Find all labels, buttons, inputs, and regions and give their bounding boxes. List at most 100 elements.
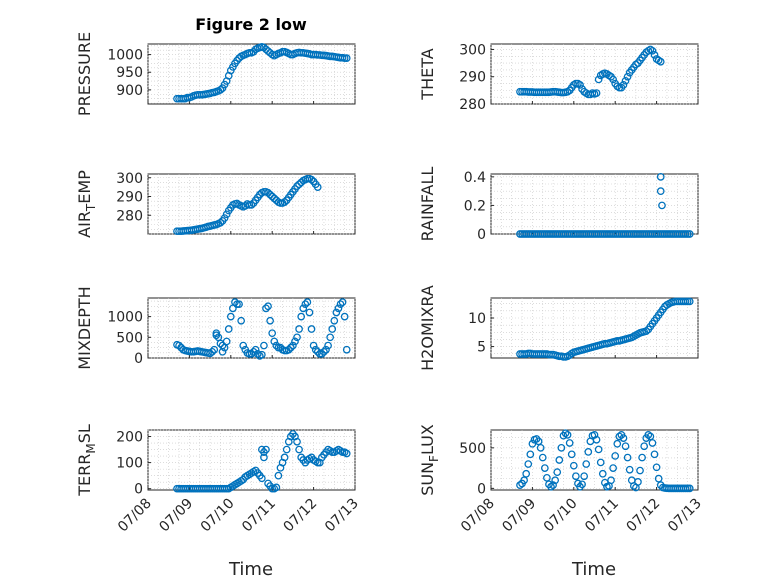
data-point (330, 316, 339, 325)
data-point (611, 452, 620, 460)
data-point (528, 439, 537, 448)
y-tick-label: 0 (477, 481, 486, 497)
data-point (549, 481, 557, 489)
data-point (247, 201, 256, 209)
y-tick-label: 0 (134, 351, 143, 367)
data-point (623, 453, 632, 462)
data-point (222, 337, 231, 346)
x-axis-label-right: Time (571, 559, 616, 580)
grid (147, 429, 356, 490)
data-point (270, 337, 279, 346)
data-point (553, 468, 562, 477)
data-point (332, 308, 341, 317)
data-point (584, 448, 593, 456)
x-tick-label: 07/12 (624, 496, 664, 536)
data-point (280, 453, 289, 462)
data-point (534, 437, 543, 446)
grid (490, 174, 699, 235)
data-point (578, 480, 586, 489)
data-point (272, 341, 281, 350)
x-tick-label: 07/08 (458, 496, 498, 536)
data-point (536, 443, 545, 452)
panel-air: 280 290 300 AIRTEMP (75, 170, 356, 238)
data-point (656, 187, 665, 195)
data-point (268, 192, 277, 201)
data-point (268, 329, 277, 338)
data-point (640, 442, 649, 451)
y-axis-label-subscript: M (84, 443, 98, 453)
data-point (598, 469, 607, 478)
data-point (342, 54, 351, 62)
data-point (262, 304, 270, 313)
y-axis-label-suffix: LUX (418, 424, 437, 455)
data-point (260, 341, 268, 350)
y-tick-label: 900 (116, 83, 143, 99)
data-point (218, 347, 227, 356)
panel-sun: 0 500 07/08 07/09 07/10 07/11 07/12 07/13 SUNFLU… (418, 424, 705, 535)
data-point (652, 463, 661, 472)
y-axis-label: H2OMIXRA (418, 285, 437, 371)
data-point (654, 474, 663, 483)
x-axis-label-left: Time (228, 559, 273, 580)
grid (147, 298, 356, 359)
data-point (295, 325, 303, 333)
data-point (572, 472, 580, 481)
data-point (615, 432, 624, 441)
data-point (576, 81, 584, 89)
data-point (594, 75, 603, 84)
data-point (658, 201, 666, 210)
data-point (249, 347, 258, 356)
data-point (299, 304, 308, 313)
data-point (293, 437, 301, 446)
data-point (592, 435, 601, 444)
data-point (650, 450, 659, 459)
data-point (646, 432, 655, 441)
data-point (257, 474, 266, 483)
y-tick-label: 280 (116, 208, 143, 224)
x-tick-label: 07/13 (665, 496, 705, 536)
y-axis-label: AIRTEMP (75, 170, 98, 238)
y-axis-label: RAINFALL (418, 167, 437, 242)
series-points (516, 45, 665, 99)
y-axis-label-suffix: SL (75, 424, 94, 443)
grid (490, 430, 699, 490)
data-point (295, 445, 303, 454)
panel-terr: 0 100 200 07/08 07/09 07/10 07/11 07/12 07/13 TER… (75, 424, 362, 535)
data-point (609, 75, 617, 84)
data-point (685, 484, 694, 493)
data-point (636, 466, 644, 475)
data-point (336, 300, 345, 309)
data-point (318, 350, 326, 358)
data-point (220, 214, 229, 222)
data-point (274, 471, 283, 480)
data-point (320, 347, 328, 356)
data-point (592, 89, 601, 97)
data-point (638, 453, 646, 462)
data-point (289, 341, 297, 350)
data-point (231, 298, 239, 306)
y-tick-label: 0.4 (464, 170, 486, 186)
data-point (540, 464, 549, 472)
series-points (173, 430, 351, 493)
data-point (216, 86, 225, 94)
y-axis-label-main: TERR (75, 454, 94, 497)
y-axis-label: SUNFLUX (418, 424, 441, 496)
series-points (173, 174, 322, 236)
y-axis-label: MIXDEPTH (75, 286, 94, 369)
data-point (650, 51, 659, 59)
data-point (334, 304, 343, 313)
grid (147, 174, 356, 235)
data-point (175, 341, 183, 350)
data-point (309, 341, 318, 350)
data-point (272, 483, 281, 492)
data-point (538, 453, 547, 462)
y-axis-label-subscript: T (84, 203, 98, 212)
y-tick-label: 100 (116, 456, 143, 472)
data-point (580, 472, 589, 481)
data-point (561, 429, 570, 438)
data-point (621, 76, 630, 85)
data-point (569, 461, 578, 470)
data-point (286, 343, 295, 352)
figure-title: Figure 2 low (195, 15, 307, 34)
